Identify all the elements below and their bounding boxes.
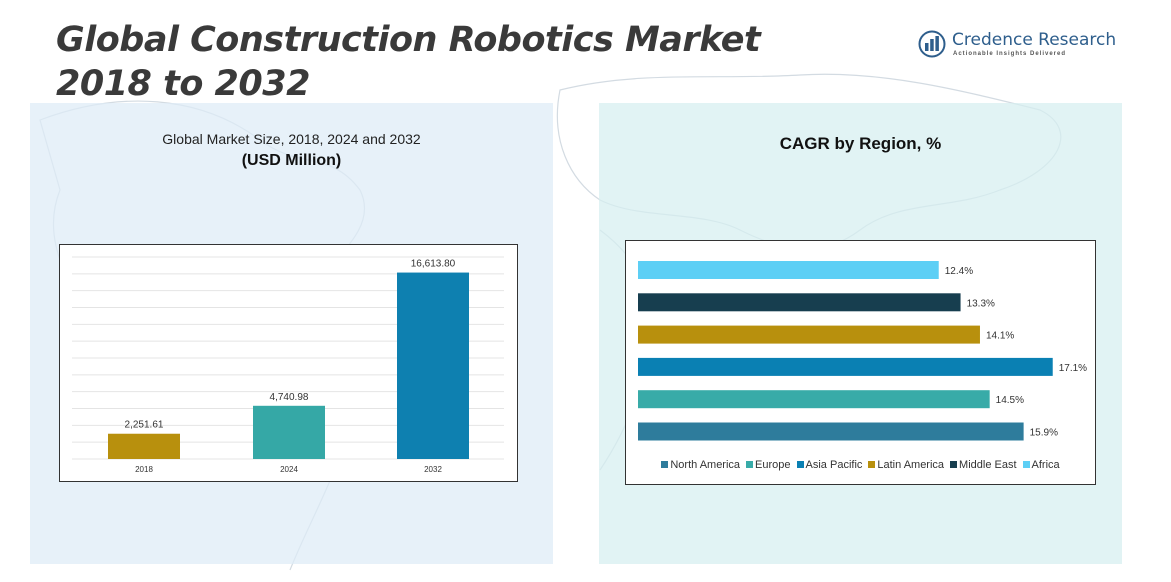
- legend-swatch: [950, 461, 958, 468]
- bar-africa: [638, 261, 939, 279]
- market-size-chart-title: Global Market Size, 2018, 2024 and 2032: [162, 131, 421, 147]
- data-label-africa: 12.4%: [945, 266, 973, 277]
- cagr-chart: 12.4% 13.3% 14.1% 17.1% 14.5% 15.9% North Ame…: [625, 240, 1096, 485]
- legend-item-latin-america: Latin America: [868, 459, 944, 471]
- legend-swatch: [1022, 461, 1030, 468]
- bar-asia-pacific: [638, 357, 1053, 376]
- title-line-2: 2018 to 2032: [56, 64, 310, 104]
- x-tick-label-2032: 2032: [424, 465, 442, 474]
- legend-item-africa: Africa: [1022, 459, 1060, 471]
- legend-swatch: [868, 461, 876, 468]
- legend-label: Asia Pacific: [805, 459, 863, 471]
- bar-2018: [108, 433, 180, 459]
- legend-label: Middle East: [959, 459, 1017, 471]
- page-title: Global Construction Robotics Market 2018…: [56, 18, 761, 106]
- cagr-bar-chart: 12.4% 13.3% 14.1% 17.1% 14.5% 15.9%: [638, 261, 1087, 441]
- cagr-chart-title: CAGR by Region, %: [779, 134, 942, 153]
- legend-label: Latin America: [877, 459, 945, 471]
- data-label-2018: 2,251.61: [125, 420, 164, 431]
- data-label-asia-pacific: 17.1%: [1059, 363, 1087, 374]
- legend-item-europe: Europe: [746, 459, 791, 471]
- credence-research-logo: Credence Research Actionable Insights De…: [918, 30, 1116, 60]
- bar-north-america: [638, 422, 1024, 441]
- bar-latin-america: [638, 325, 980, 344]
- legend-swatch: [746, 461, 754, 468]
- x-tick-label-2024: 2024: [280, 465, 298, 474]
- cagr-legend: North America Europe Asia Pacific Latin Ame…: [626, 459, 1095, 471]
- legend-item-middle-east: Middle East: [950, 459, 1017, 471]
- x-tick-label-2018: 2018: [135, 465, 153, 474]
- data-label-latin-america: 14.1%: [986, 331, 1014, 342]
- logo-tagline: Actionable Insights Delivered: [953, 51, 1067, 57]
- bar-middle-east: [638, 293, 961, 312]
- data-label-2032: 16,613.80: [411, 259, 456, 270]
- legend-label: North America: [670, 459, 741, 471]
- market-size-chart: 2,251.61 2018 4,740.98 2024 16,613.80 2032: [59, 244, 518, 482]
- legend-item-north-america: North America: [661, 459, 740, 471]
- data-label-europe: 14.5%: [996, 395, 1024, 406]
- legend-item-asia-pacific: Asia Pacific: [796, 459, 863, 471]
- legend-label: Europe: [755, 459, 791, 471]
- logo-name: Credence Research: [952, 30, 1117, 50]
- bar-2024: [253, 405, 325, 459]
- title-line-1: Global Construction Robotics Market: [56, 20, 761, 60]
- data-label-middle-east: 13.3%: [967, 298, 995, 309]
- legend-label: Africa: [1031, 459, 1060, 471]
- market-size-chart-unit: (USD Million): [241, 152, 342, 169]
- data-label-north-america: 15.9%: [1030, 428, 1058, 439]
- legend-swatch: [796, 461, 804, 468]
- bar-chart-logo-icon: [918, 30, 946, 58]
- legend-swatch: [661, 461, 669, 468]
- bar-2032: [397, 272, 469, 459]
- market-size-bar-chart: 2,251.61 2018 4,740.98 2024 16,613.80 2032: [72, 256, 504, 474]
- data-label-2024: 4,740.98: [270, 392, 309, 403]
- bar-europe: [638, 390, 990, 409]
